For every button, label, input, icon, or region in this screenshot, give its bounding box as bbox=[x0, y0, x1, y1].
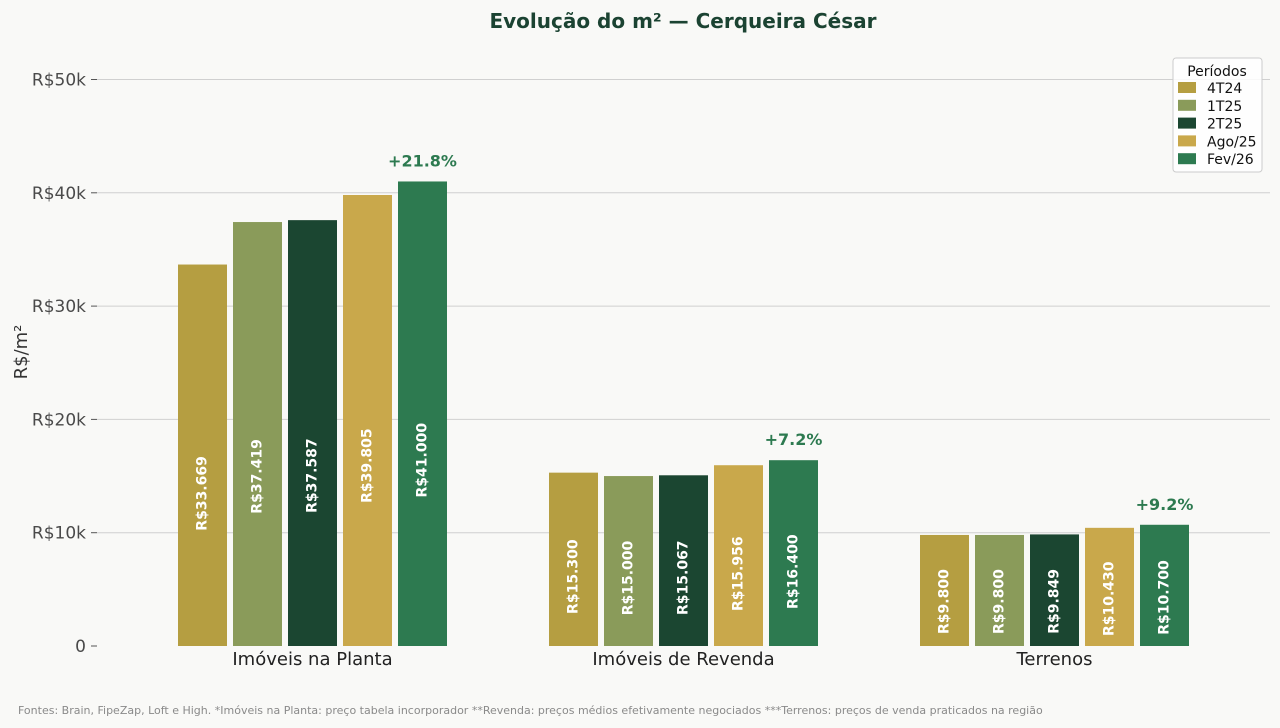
bar-value-label: R$15.300 bbox=[566, 539, 582, 614]
category-label: Imóveis na Planta bbox=[232, 649, 392, 670]
bar bbox=[975, 534, 1024, 646]
legend-entry: 4T24 bbox=[1207, 81, 1242, 97]
bar bbox=[1030, 534, 1079, 646]
bar-value-label: R$33.669 bbox=[195, 456, 211, 531]
y-tick-label: R$50k bbox=[32, 71, 86, 91]
bar-value-label: R$15.000 bbox=[621, 540, 637, 615]
legend-entry: Fev/26 bbox=[1207, 152, 1254, 168]
bars bbox=[178, 181, 1189, 647]
bar bbox=[233, 222, 282, 646]
bar bbox=[714, 465, 763, 646]
growth-label: +9.2% bbox=[1136, 495, 1194, 514]
y-tick-label: R$30k bbox=[32, 297, 86, 317]
growth-label: +21.8% bbox=[388, 151, 457, 170]
bar bbox=[343, 195, 392, 647]
bar bbox=[288, 220, 337, 647]
bar-value-label: R$15.067 bbox=[676, 540, 692, 615]
bar-value-label: R$15.956 bbox=[731, 536, 747, 611]
bar-value-label: R$37.419 bbox=[250, 439, 266, 514]
bar bbox=[398, 181, 447, 646]
legend-title: Períodos bbox=[1187, 64, 1247, 80]
bar bbox=[1085, 527, 1134, 646]
bar-value-label: R$9.800 bbox=[937, 569, 953, 634]
bar-value-label: R$16.400 bbox=[786, 534, 802, 609]
legend-entry: 2T25 bbox=[1207, 117, 1242, 133]
legend-swatch bbox=[1178, 82, 1196, 93]
bar-value-label: R$10.430 bbox=[1102, 561, 1118, 636]
bar bbox=[769, 460, 818, 646]
y-axis-label: R$/m² bbox=[11, 325, 32, 380]
legend-entry: 1T25 bbox=[1207, 99, 1242, 115]
y-tick-label: R$10k bbox=[32, 524, 86, 544]
bar bbox=[549, 472, 598, 646]
bar-chart: Evolução do m² — Cerqueira César R$/m² 0… bbox=[11, 9, 1270, 670]
bar-value-label: R$39.805 bbox=[360, 428, 376, 503]
growth-annotations: +21.8% +7.2% +9.2% bbox=[388, 151, 1193, 513]
y-tick-label: R$20k bbox=[32, 410, 86, 430]
bar-value-label: R$9.849 bbox=[1047, 569, 1063, 634]
legend-swatch bbox=[1178, 99, 1196, 111]
y-tick-label: R$40k bbox=[32, 184, 86, 204]
y-axis-ticks: 0 R$10k R$20k R$30k R$40k R$50k bbox=[32, 71, 97, 657]
category-label: Imóveis de Revenda bbox=[592, 649, 774, 670]
bar bbox=[1140, 524, 1189, 646]
bar-value-label: R$37.587 bbox=[305, 438, 321, 513]
bar bbox=[659, 475, 708, 646]
bar-value-label: R$9.800 bbox=[992, 569, 1008, 634]
legend-entry: Ago/25 bbox=[1207, 134, 1257, 150]
bar-value-label: R$41.000 bbox=[415, 423, 431, 498]
legend-swatch bbox=[1178, 117, 1196, 129]
category-labels: Imóveis na Planta Imóveis de Revenda Terre… bbox=[232, 649, 1092, 670]
bar bbox=[178, 264, 227, 646]
category-label: Terrenos bbox=[1016, 649, 1093, 670]
y-tick-label: 0 bbox=[75, 637, 86, 657]
chart-title: Evolução do m² — Cerqueira César bbox=[489, 9, 876, 33]
bar bbox=[920, 534, 969, 646]
footer-sources: Fontes: Brain, FipeZap, Loft e High. *Im… bbox=[18, 704, 1043, 717]
bar-value-labels: R$33.669 R$37.419 R$37.587 R$39.805 R$41.000… bbox=[195, 423, 1173, 636]
legend-swatch bbox=[1178, 153, 1196, 165]
growth-label: +7.2% bbox=[765, 430, 823, 449]
bar bbox=[604, 476, 653, 646]
legend-swatch bbox=[1178, 135, 1196, 147]
bar-value-label: R$10.700 bbox=[1157, 560, 1173, 635]
